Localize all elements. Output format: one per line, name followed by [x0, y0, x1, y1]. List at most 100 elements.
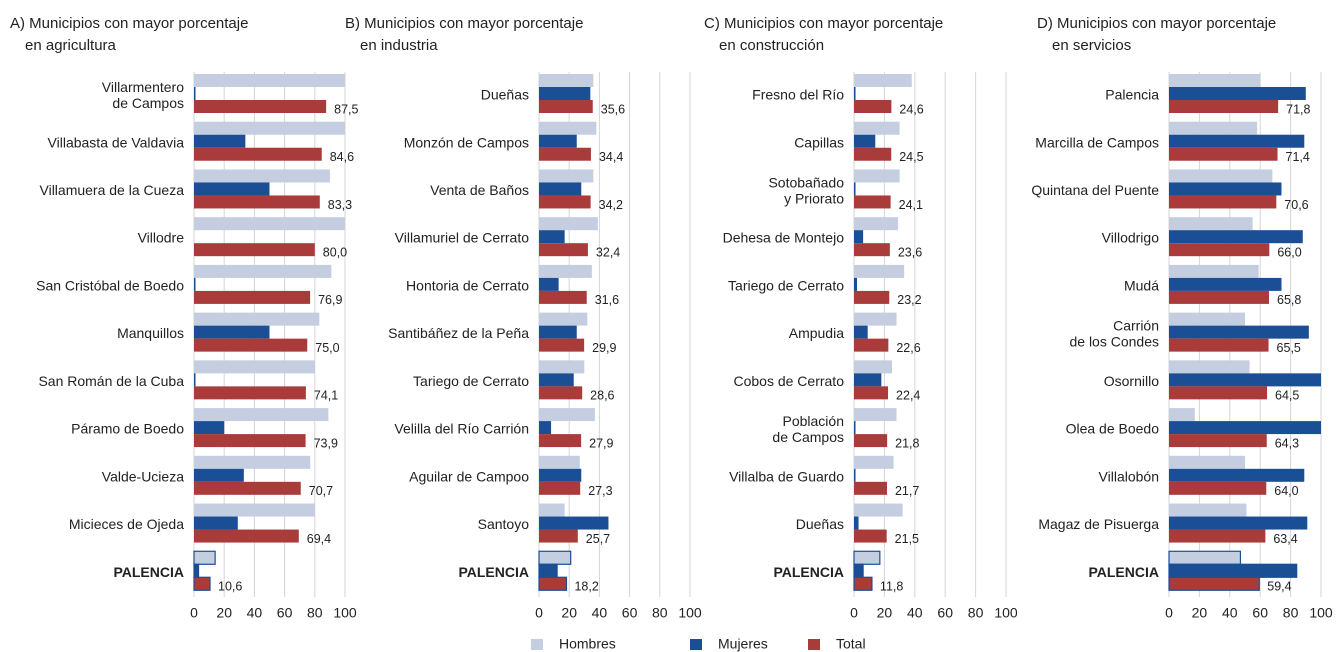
x-tick-label: 0	[535, 605, 543, 621]
value-label: 31,6	[595, 293, 619, 307]
bar	[194, 325, 270, 339]
bar	[539, 182, 582, 196]
bar	[539, 134, 577, 148]
bar	[194, 195, 320, 209]
bar	[1169, 503, 1247, 517]
bar	[194, 468, 244, 482]
bar	[194, 217, 345, 231]
bar	[854, 421, 856, 435]
bar	[1168, 563, 1298, 578]
value-label: 65,5	[1277, 341, 1301, 355]
value-label: 27,9	[589, 436, 613, 450]
category-label: Palencia	[1105, 87, 1159, 103]
x-tick-label: 20	[216, 605, 232, 621]
bar	[1169, 468, 1305, 482]
x-tick-label: 100	[678, 605, 702, 621]
bar	[1169, 169, 1273, 183]
bar	[539, 147, 591, 161]
value-label: 84,6	[330, 150, 354, 164]
bar	[194, 529, 299, 543]
bar	[853, 576, 873, 591]
bar	[1169, 312, 1245, 326]
bar	[194, 481, 301, 495]
value-label: 10,6	[218, 580, 242, 594]
bar	[194, 338, 308, 352]
bar	[854, 182, 856, 196]
value-label: 65,8	[1277, 293, 1301, 307]
bar	[1169, 529, 1266, 543]
category-label: Carrión de los Condes	[1069, 317, 1159, 349]
value-label: 23,6	[898, 245, 922, 259]
bar	[194, 182, 270, 196]
value-label: 24,5	[899, 150, 923, 164]
category-label: Fresno del Río	[752, 87, 844, 103]
bar	[539, 290, 587, 304]
bar	[194, 386, 306, 400]
bar	[1169, 373, 1321, 387]
bar	[539, 338, 585, 352]
bar	[1169, 87, 1306, 100]
bar	[193, 563, 200, 578]
category-label: Aguilar de Campoo	[409, 468, 529, 484]
x-tick-label: 80	[1283, 605, 1299, 621]
value-label: 66,0	[1277, 245, 1301, 259]
value-label: 22,6	[896, 341, 920, 355]
bar	[854, 373, 882, 387]
bar	[854, 503, 903, 517]
value-label: 76,9	[318, 293, 342, 307]
bar	[854, 455, 894, 469]
bar	[1169, 243, 1270, 257]
bar	[539, 195, 591, 209]
legend-label: Total	[836, 636, 866, 652]
bar	[1169, 195, 1277, 209]
bar	[854, 516, 859, 530]
value-label: 34,2	[599, 198, 623, 212]
x-tick-label: 40	[247, 605, 263, 621]
legend-swatch	[808, 639, 820, 650]
value-label: 24,6	[899, 102, 923, 116]
bar	[854, 277, 858, 291]
category-label: Magaz de Pisuerga	[1038, 516, 1159, 532]
value-label: 70,6	[1284, 198, 1308, 212]
category-label: Venta de Baños	[430, 182, 529, 198]
bar	[1168, 576, 1260, 591]
bar	[194, 147, 322, 161]
x-tick-label: 60	[622, 605, 638, 621]
bar	[194, 290, 311, 304]
bar	[1169, 217, 1253, 231]
category-label: Población de Campos	[772, 413, 844, 445]
x-tick-label: 0	[1165, 605, 1173, 621]
category-label: Hontoria de Cerrato	[406, 277, 529, 293]
value-label: 69,4	[307, 532, 331, 546]
bar	[1169, 264, 1259, 278]
bar	[539, 169, 594, 183]
bar	[854, 74, 912, 87]
legend-label: Hombres	[559, 636, 616, 652]
bar	[854, 481, 887, 495]
bar	[854, 100, 892, 113]
category-label: Villalba de Guardo	[729, 468, 844, 484]
bar	[539, 503, 565, 517]
bar	[1169, 100, 1279, 113]
x-tick-label: 60	[277, 605, 293, 621]
category-label: Osornillo	[1104, 373, 1159, 389]
panel-title: D) Municipios con mayor porcentaje	[1037, 15, 1276, 32]
bar	[194, 408, 329, 422]
bar	[854, 338, 889, 352]
category-label: Villabasta de Valdavia	[48, 134, 185, 150]
bar	[854, 312, 897, 326]
bar	[1169, 434, 1267, 448]
bar	[1169, 325, 1309, 339]
category-label: Marcilla de Campos	[1035, 134, 1159, 150]
bar	[194, 121, 345, 135]
bar	[539, 325, 577, 339]
category-label: Villamuriel de Cerrato	[395, 230, 530, 246]
value-label: 34,4	[599, 150, 623, 164]
category-label: Olea de Boedo	[1066, 421, 1160, 437]
bar	[194, 134, 246, 148]
category-label: Sotobañado y Priorato	[768, 174, 844, 206]
value-label: 75,0	[315, 341, 339, 355]
category-label: Villamuera de la Cueza	[40, 182, 185, 198]
bar	[539, 74, 594, 87]
category-label: Villodrigo	[1102, 230, 1160, 246]
